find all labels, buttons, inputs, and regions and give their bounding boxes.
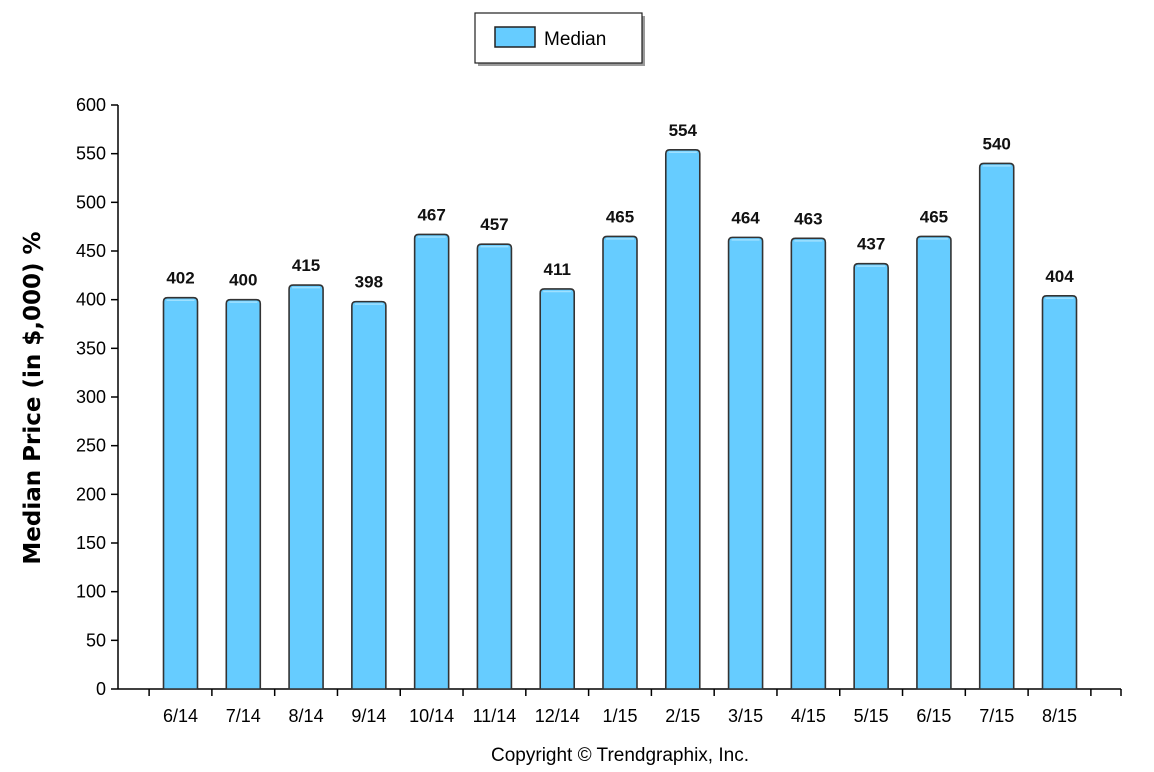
bar-11/14 <box>476 243 513 690</box>
bar-5/15 <box>853 262 889 690</box>
data-label: 437 <box>857 235 885 254</box>
bar-8/15 <box>1041 294 1078 690</box>
bar-6/15 <box>916 235 952 690</box>
x-tick-label: 6/14 <box>163 706 198 726</box>
y-tick-label: 350 <box>76 338 106 358</box>
bar-8/14 <box>288 284 324 690</box>
bar-7/14 <box>225 298 262 690</box>
data-label: 540 <box>983 134 1011 153</box>
data-label: 402 <box>166 269 194 288</box>
x-tick-label: 4/15 <box>791 706 826 726</box>
data-label: 554 <box>669 121 698 140</box>
data-label: 404 <box>1045 267 1074 286</box>
data-label: 464 <box>731 208 760 227</box>
y-tick-label: 0 <box>96 679 106 699</box>
bar-12/14 <box>539 288 576 690</box>
legend: Median <box>474 12 645 66</box>
copyright-text: Copyright © Trendgraphix, Inc. <box>491 745 749 766</box>
x-tick-label: 7/15 <box>979 706 1014 726</box>
bar-3/15 <box>727 236 764 690</box>
bar-1/15 <box>602 235 638 690</box>
x-tick-label: 12/14 <box>535 706 580 726</box>
y-tick-label: 150 <box>76 533 106 553</box>
x-tick-label: 9/14 <box>351 706 386 726</box>
x-tick-label: 7/14 <box>226 706 261 726</box>
bars <box>162 148 1078 690</box>
x-tick-label: 2/15 <box>665 706 700 726</box>
data-label: 465 <box>606 207 634 226</box>
y-axis-label: Median Price (in $,000) % <box>20 231 46 564</box>
bar-2/15 <box>664 148 701 690</box>
data-label: 415 <box>292 256 320 275</box>
y-tick-label: 500 <box>76 192 106 212</box>
x-axis-ticks: 6/14 7/14 8/14 9/14 10/14 11/14 12/14 1/15 2/15 3… <box>148 689 1122 726</box>
data-labels: 402 400 415 398 467 457 411 465 554 464 463 437 465 5… <box>166 121 1074 292</box>
y-tick-label: 300 <box>76 387 106 407</box>
y-tick-label: 450 <box>76 241 106 261</box>
data-label: 463 <box>794 209 822 228</box>
y-axis-ticks: 0 50 100 150 200 250 300 350 400 450 500 550 600 <box>76 95 118 699</box>
bar-9/14 <box>351 300 387 690</box>
bar-10/14 <box>413 233 450 690</box>
data-label: 411 <box>543 260 570 279</box>
legend-swatch <box>494 26 536 48</box>
y-tick-label: 50 <box>86 630 106 650</box>
bar-6/14 <box>162 296 199 690</box>
bar-7/15 <box>978 162 1015 690</box>
x-tick-label: 11/14 <box>473 706 517 726</box>
x-tick-label: 8/14 <box>289 706 324 726</box>
y-tick-label: 600 <box>76 95 106 115</box>
x-tick-label: 10/14 <box>409 706 454 726</box>
x-tick-label: 5/15 <box>854 706 889 726</box>
bar-4/15 <box>790 237 827 690</box>
x-tick-label: 1/15 <box>602 706 637 726</box>
data-label: 467 <box>417 205 445 224</box>
data-label: 400 <box>229 271 257 290</box>
data-label: 457 <box>480 215 508 234</box>
y-tick-label: 250 <box>76 436 106 456</box>
legend-label: Median <box>544 29 606 50</box>
data-label: 465 <box>920 207 948 226</box>
data-label: 398 <box>355 273 383 292</box>
y-tick-label: 550 <box>76 144 106 164</box>
y-tick-label: 100 <box>76 582 106 602</box>
x-tick-label: 8/15 <box>1042 706 1077 726</box>
y-tick-label: 400 <box>76 290 106 310</box>
y-tick-label: 200 <box>76 484 106 504</box>
x-tick-label: 3/15 <box>728 706 763 726</box>
x-tick-label: 6/15 <box>916 706 951 726</box>
